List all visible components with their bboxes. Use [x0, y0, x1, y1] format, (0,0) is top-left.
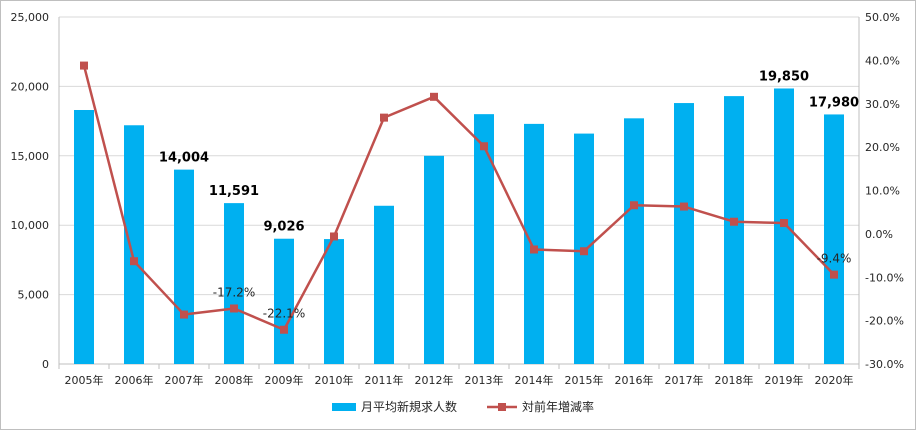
- legend-line-label: 対前年増減率: [522, 399, 594, 414]
- legend-bar-label: 月平均新規求人数: [361, 399, 457, 414]
- line-marker: [580, 247, 588, 256]
- bar-data-label: 11,591: [209, 184, 259, 199]
- bar-data-label: 9,026: [263, 220, 304, 235]
- axes: 0 5,000 10,000 15,000 20,000 25,000 -30.0% -20.…: [11, 11, 904, 387]
- y-left-tick-label: 25,000: [11, 11, 50, 24]
- x-tick-label: 2011年: [365, 373, 404, 387]
- bar-data-label: 17,980: [809, 95, 859, 110]
- y-right-tick-label: -10.0%: [865, 271, 904, 284]
- bar: [74, 109, 94, 364]
- line-marker: [680, 202, 688, 211]
- y-left-tick-label: 10,000: [11, 219, 50, 232]
- x-tick-label: 2020年: [815, 373, 854, 387]
- x-tick-label: 2012年: [415, 373, 454, 387]
- line-marker: [780, 219, 788, 228]
- line-data-label: -9.4%: [817, 252, 852, 266]
- bar: [474, 114, 494, 364]
- x-tick-label: 2008年: [215, 373, 254, 387]
- line-data-label: -22.1%: [263, 307, 305, 321]
- legend-line-marker: [498, 403, 506, 411]
- line-marker: [130, 257, 138, 266]
- bar-data-label: 14,004: [159, 151, 209, 166]
- y-right-tick-label: 0.0%: [865, 228, 893, 241]
- x-tick-label: 2016年: [615, 373, 654, 387]
- bar: [124, 125, 144, 364]
- y-left-tick-label: 0: [42, 358, 49, 371]
- x-tick-label: 2009年: [265, 373, 304, 387]
- bar: [674, 103, 694, 364]
- bar: [524, 123, 544, 364]
- y-right-tick-label: -30.0%: [865, 358, 904, 371]
- line-marker: [430, 92, 438, 101]
- bar: [724, 96, 744, 364]
- bar: [224, 203, 244, 364]
- y-right-tick-label: -20.0%: [865, 315, 904, 328]
- y-right-tick-label: 40.0%: [865, 54, 900, 67]
- y-right-tick-label: 50.0%: [865, 11, 900, 24]
- bar: [324, 239, 344, 364]
- line-marker: [480, 142, 488, 151]
- x-tick-label: 2019年: [765, 373, 804, 387]
- line-marker: [330, 232, 338, 241]
- x-tick-label: 2013年: [465, 373, 504, 387]
- line-path: [82, 65, 835, 331]
- x-tick-label: 2017年: [665, 373, 704, 387]
- x-tick-label: 2014年: [515, 373, 554, 387]
- line-marker: [530, 245, 538, 254]
- line-marker: [230, 304, 238, 313]
- line-marker: [830, 270, 838, 279]
- y-right-tick-label: 20.0%: [865, 141, 900, 154]
- bar: [374, 205, 394, 364]
- bar: [424, 155, 444, 364]
- x-tick-label: 2005年: [65, 373, 104, 387]
- line-marker: [730, 217, 738, 226]
- line-series: [80, 61, 838, 334]
- bar: [274, 238, 294, 364]
- y-right-tick-label: 30.0%: [865, 98, 900, 111]
- x-tick-label: 2006年: [115, 373, 154, 387]
- legend: 月平均新規求人数 対前年増減率: [332, 399, 594, 414]
- y-left-tick-label: 15,000: [11, 150, 50, 163]
- y-left-tick-label: 20,000: [11, 80, 50, 93]
- line-marker: [630, 201, 638, 210]
- y-right-tick-label: 10.0%: [865, 185, 900, 198]
- line-marker: [280, 325, 288, 334]
- x-tick-label: 2018年: [715, 373, 754, 387]
- line-marker: [380, 113, 388, 122]
- x-tick-label: 2015年: [565, 373, 604, 387]
- bar-data-label: 19,850: [759, 69, 809, 84]
- bar: [624, 118, 644, 364]
- y-left-tick-label: 5,000: [18, 289, 50, 302]
- bar: [174, 169, 194, 364]
- bar: [824, 114, 844, 365]
- x-tick-label: 2010年: [315, 373, 354, 387]
- line-data-label: -17.2%: [213, 285, 255, 299]
- x-tick-label: 2007年: [165, 373, 204, 387]
- bar-series: [74, 88, 844, 365]
- legend-bar-swatch: [332, 403, 356, 411]
- line-marker: [80, 61, 88, 70]
- line-marker: [180, 310, 188, 319]
